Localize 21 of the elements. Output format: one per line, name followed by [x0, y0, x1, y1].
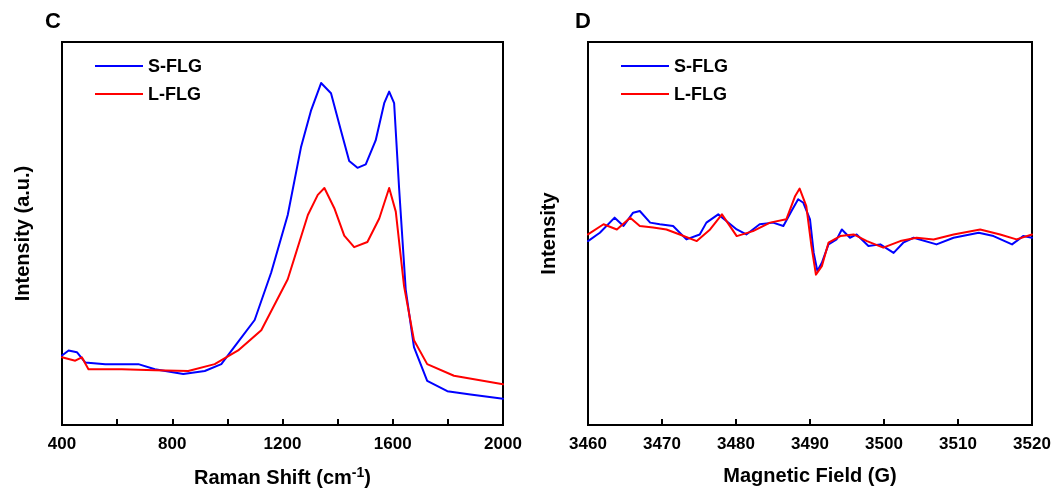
legend-label: L-FLG — [674, 84, 727, 104]
x-tick-label: 2000 — [484, 434, 522, 453]
x-tick-label: 3470 — [643, 434, 681, 453]
x-tick-label: 800 — [158, 434, 187, 453]
x-tick-label: 3480 — [717, 434, 755, 453]
x-tick-label: 3460 — [569, 434, 607, 453]
chart-title: D — [575, 7, 591, 33]
x-tick-label: 1600 — [373, 434, 412, 453]
chart-title: C — [45, 7, 61, 33]
x-tick-label: 1200 — [263, 434, 302, 453]
y-axis-title: Intensity — [537, 191, 559, 275]
legend-label: L-FLG — [148, 84, 201, 104]
legend-label: S-FLG — [674, 56, 728, 76]
legend-label: S-FLG — [148, 56, 202, 76]
x-tick-label: 3510 — [939, 434, 977, 453]
x-tick-label: 3490 — [791, 434, 829, 453]
x-axis-title: Magnetic Field (G) — [723, 464, 897, 486]
y-axis-title: Intensity (a.u.) — [11, 165, 33, 302]
x-tick-label: 3520 — [1013, 434, 1051, 453]
x-tick-label: 3500 — [865, 434, 903, 453]
x-tick-label: 400 — [47, 434, 77, 453]
